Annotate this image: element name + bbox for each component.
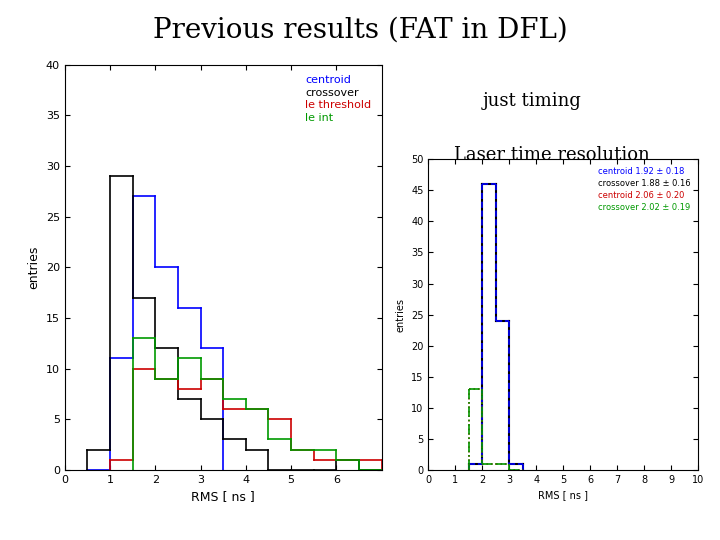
Legend: centroid 1.92 ± 0.18, crossover 1.88 ± 0.16, centroid 2.06 ± 0.20, crossover 2.0: centroid 1.92 ± 0.18, crossover 1.88 ± 0…: [595, 164, 694, 215]
Legend: centroid, crossover, le threshold, le int: centroid, crossover, le threshold, le in…: [301, 70, 376, 127]
Y-axis label: entries: entries: [27, 246, 40, 289]
Text: Previous results (FAT in DFL): Previous results (FAT in DFL): [153, 16, 567, 43]
Y-axis label: entries: entries: [395, 298, 405, 332]
Text: just timing: just timing: [482, 92, 581, 110]
X-axis label: RMS [ ns ]: RMS [ ns ]: [539, 490, 588, 500]
Text: Laser time resolution: Laser time resolution: [454, 146, 649, 164]
X-axis label: RMS [ ns ]: RMS [ ns ]: [192, 490, 255, 503]
